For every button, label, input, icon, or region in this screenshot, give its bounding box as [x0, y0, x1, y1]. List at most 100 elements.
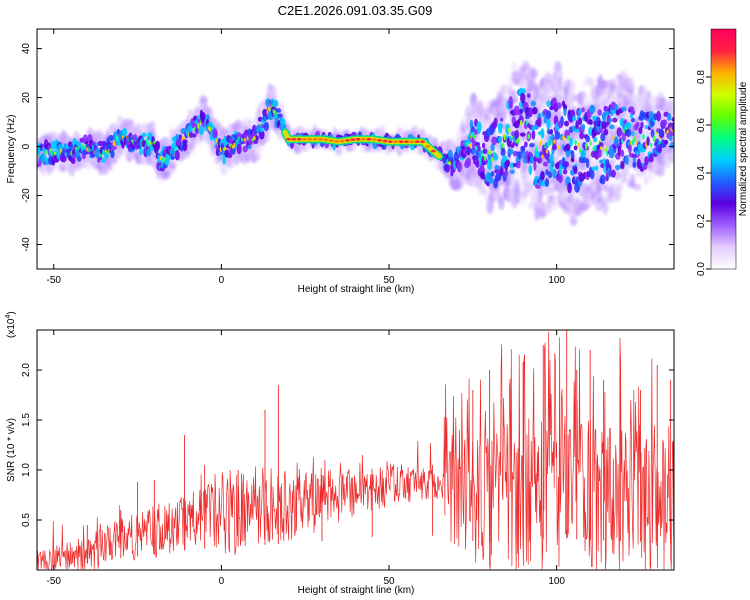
colorbar-ticks: 0.0 0.2 0.4 0.6 0.8 [696, 70, 711, 276]
spectrogram-core-cell [581, 157, 588, 164]
spectrogram-band-peak [334, 140, 340, 143]
spectrogram-core-cell [61, 154, 67, 163]
x-tick-label: -50 [47, 275, 62, 286]
spectrogram-peak-cell [539, 139, 543, 147]
x-tick-label: 100 [548, 576, 565, 587]
spectrogram-peak-cell [612, 135, 615, 141]
spectrogram-peak-cell [468, 143, 472, 148]
snr-y-multiplier: (x104) [5, 311, 17, 338]
spectrogram-core-cell [546, 100, 551, 108]
spectrogram-peak-cell [516, 137, 520, 144]
spectrogram-core-cell [589, 169, 595, 180]
snr-spike-layer [86, 330, 672, 564]
spectrogram-core-cell [481, 172, 486, 180]
spectrogram-core-cell [236, 143, 242, 155]
spectrogram-core-cell [611, 109, 616, 114]
spectrogram-core-cell [581, 123, 586, 131]
spectrogram-core-cell [564, 161, 570, 168]
snr-frame [36, 329, 675, 571]
spectrogram-core-cell [275, 108, 282, 113]
spectrogram-core-cell [475, 161, 480, 168]
spectrogram-core-cell [628, 143, 632, 154]
spectrogram-core-cell [549, 128, 554, 135]
spectrogram-core-cell [582, 171, 587, 180]
spectrogram-core-cell [477, 127, 481, 135]
y-tick-label: 0.5 [21, 513, 32, 527]
spectrogram-core-cell [519, 132, 526, 137]
spectrogram-core-cell [527, 107, 533, 118]
spectrogram-band-peak [425, 145, 431, 148]
spectrogram-core-cell [263, 121, 270, 132]
spectrogram-halo-cell [530, 68, 538, 79]
spectrogram-y-label: Frequency (Hz) [6, 115, 17, 184]
spectrogram-core-cell [543, 115, 548, 124]
spectrogram-band-peak [430, 149, 436, 153]
spectrogram-core-cell [504, 169, 509, 177]
spectrogram-core-cell [537, 117, 542, 128]
spectrogram-core-cell [540, 170, 545, 181]
spectrogram-band-peak [382, 139, 388, 143]
spectrogram-core-cell [540, 128, 545, 139]
spectrogram-core-cell [94, 149, 101, 159]
spectrogram-core-cell [227, 152, 233, 159]
spectrogram-core-cell [548, 135, 552, 146]
spectrogram-halo-cell [522, 170, 531, 178]
spectrogram-band-peak [414, 140, 420, 143]
spectrogram-peak-cell [44, 150, 48, 155]
colorbar-label: Normalized spectral amplitude [738, 81, 749, 216]
spectrogram-core-cell [612, 117, 618, 123]
spectrogram-peak-cell [465, 142, 469, 146]
y-tick-label: 2.0 [21, 363, 32, 377]
spectrogram-core-cell [145, 148, 152, 157]
spectrogram-core-cell [139, 147, 143, 156]
spectrogram-core-cell [640, 121, 644, 129]
spectrogram-peak-cell [599, 146, 603, 150]
spectrogram-band-peak [371, 138, 377, 141]
spectrogram-core-cell [494, 164, 500, 170]
spectrogram-peak-cell [162, 157, 166, 163]
spectrogram-core-cell [509, 162, 515, 169]
spectrogram-core-cell [608, 124, 615, 130]
spectrogram-core-cell [147, 132, 153, 137]
spectrogram-peak-cell [649, 142, 653, 147]
spectrogram-core-cell [475, 149, 480, 161]
spectrogram-halo-cell [601, 198, 609, 215]
spectrogram-halo-cell [543, 95, 553, 104]
snr-plot-area [37, 330, 674, 570]
spectrogram-core-cell [474, 141, 481, 147]
y-tick-label: 40 [21, 43, 32, 55]
spectrogram-halo-cell [671, 100, 674, 109]
spectrogram-band-peak [286, 137, 291, 141]
spectrogram-core-cell [528, 143, 535, 148]
spectrogram-band-peak [323, 138, 329, 142]
spectrogram-core-cell [544, 178, 550, 187]
spectrogram-core-cell [585, 158, 590, 169]
colorbar-gradient [710, 28, 737, 270]
spectrogram-core-cell [205, 114, 210, 123]
spectrogram-core-cell [498, 135, 503, 144]
y-tick-label: 1.5 [21, 413, 32, 427]
snr-y-label: SNR (10 * v/v) [6, 418, 17, 482]
spectrogram-core-cell [562, 169, 568, 175]
spectrogram-peak-cell [545, 149, 549, 154]
spectrogram-core-cell [500, 117, 504, 122]
spectrogram-band-peak [350, 138, 356, 141]
spectrogram-peak-cell [589, 141, 592, 146]
snr-panel: -50 0 50 100 0.5 1.0 1.5 2.0 Height of straigh… [5, 311, 675, 596]
spectrogram-core-cell [597, 109, 603, 116]
colorbar-tick-label: 0.8 [696, 70, 707, 84]
spectrogram-core-cell [632, 160, 637, 168]
spectrogram-core-cell [490, 171, 495, 177]
spectrogram-peak-cell [574, 139, 577, 146]
spectrogram-core-cell [646, 136, 650, 146]
spectrogram-core-cell [625, 121, 632, 129]
spectrogram-core-cell [159, 167, 165, 172]
spectrogram-core-cell [564, 120, 570, 127]
spectrogram-halo-cell [603, 184, 609, 194]
spectrogram-core-cell [595, 165, 599, 171]
spectrogram-core-cell [108, 134, 114, 142]
spectrogram-halo-cell [617, 181, 624, 192]
spectrogram-core-cell [486, 159, 493, 171]
spectrogram-core-cell [630, 117, 636, 123]
